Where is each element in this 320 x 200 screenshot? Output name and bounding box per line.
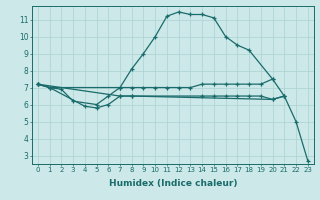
- X-axis label: Humidex (Indice chaleur): Humidex (Indice chaleur): [108, 179, 237, 188]
